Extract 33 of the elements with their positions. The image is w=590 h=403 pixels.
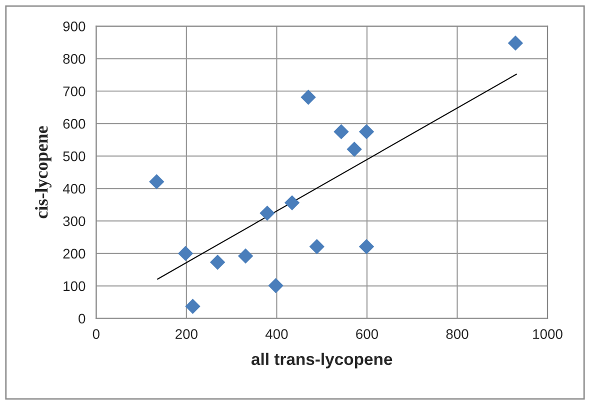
x-tick-label: 1000 <box>533 329 562 339</box>
y-tick-label: 800 <box>63 54 86 64</box>
y-tick-label: 100 <box>64 281 86 292</box>
y-tick-label: 500 <box>63 151 86 162</box>
y-tick-label: 700 <box>63 86 86 96</box>
point <box>309 239 324 254</box>
point <box>508 35 524 51</box>
y-axis-title: cis-lycopene <box>35 126 52 218</box>
y-tick-label: 900 <box>63 22 86 32</box>
point <box>300 90 316 105</box>
y-tick-label: 400 <box>62 184 86 194</box>
x-tick-label: 600 <box>356 329 378 339</box>
point <box>334 124 349 140</box>
point <box>358 124 374 140</box>
x-tick-label: 800 <box>446 329 468 339</box>
point <box>358 239 374 254</box>
point <box>260 206 275 221</box>
point <box>178 246 194 262</box>
y-tick-label: 0 <box>78 314 86 324</box>
point <box>284 195 300 210</box>
point <box>238 248 254 264</box>
point <box>210 254 226 270</box>
x-axis-title: all trans-lycopene <box>251 352 392 368</box>
point <box>268 278 284 294</box>
y-tick-label: 600 <box>63 118 86 129</box>
y-tick-label: 300 <box>63 216 86 226</box>
x-tick-label: 400 <box>265 329 288 339</box>
y-tick-label: 200 <box>63 248 86 259</box>
point <box>185 298 200 314</box>
x-tick-label: 0 <box>92 329 100 339</box>
point <box>346 142 362 157</box>
point <box>149 174 164 190</box>
x-tick-label: 200 <box>176 329 198 339</box>
